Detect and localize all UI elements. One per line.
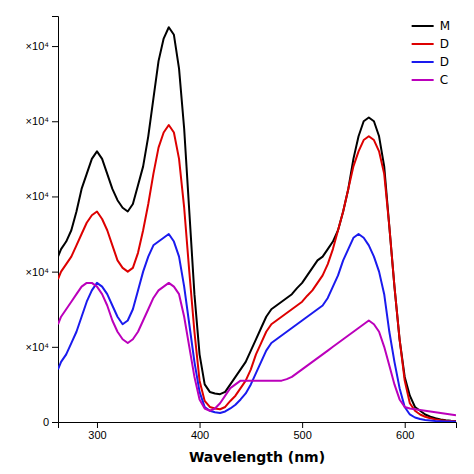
tick: ×10⁴ — [26, 115, 58, 127]
tick-mark — [52, 347, 58, 348]
legend-item: D — [412, 37, 449, 51]
series-line — [58, 27, 456, 421]
legend-label: D — [440, 55, 449, 69]
series-line — [58, 283, 456, 415]
lines — [58, 27, 456, 421]
y-axis: 0 ×10⁴ ×10⁴ ×10⁴ ×10⁴ ×10⁴ — [26, 17, 59, 429]
tick: ×10⁴ — [26, 190, 58, 202]
legend-label: D — [440, 37, 449, 51]
tick-label: ×10⁴ — [26, 341, 50, 353]
tick-label: 400 — [191, 429, 209, 441]
tick-label: 600 — [396, 429, 414, 441]
tick-label: ×10⁴ — [26, 190, 50, 202]
legend-item: D — [412, 55, 449, 69]
tick-mark — [52, 422, 58, 423]
series-line — [58, 125, 456, 421]
tick: 400 — [191, 422, 209, 441]
axis-line — [59, 423, 457, 429]
tick-label: 500 — [293, 429, 311, 441]
tick-mark — [52, 46, 58, 47]
legend-swatch — [412, 79, 434, 81]
tick-label: ×10⁴ — [26, 115, 50, 127]
tick: ×10⁴ — [26, 40, 58, 52]
axis-line — [52, 17, 59, 423]
tick-mark — [52, 121, 58, 122]
tick-mark — [52, 196, 58, 197]
tick: ×10⁴ — [26, 341, 58, 353]
legend-swatch — [412, 43, 434, 45]
legend-swatch — [412, 25, 434, 27]
legend-label: M — [440, 19, 450, 33]
legend: MDDC — [412, 19, 450, 87]
tick: 0 — [43, 416, 58, 428]
tick: 500 — [293, 422, 311, 441]
plot: 3004005006000×10⁴×10⁴×10⁴×10⁴×10⁴MDDC — [26, 17, 457, 441]
tick: 600 — [396, 422, 414, 441]
tick: 300 — [88, 422, 106, 441]
legend-swatch — [412, 61, 434, 63]
x-axis-label: Wavelength (nm) — [189, 449, 325, 465]
tick-mark — [97, 422, 98, 428]
legend-label: C — [440, 73, 448, 87]
tick-mark — [302, 422, 303, 428]
chart: 3004005006000×10⁴×10⁴×10⁴×10⁴×10⁴MDDCWav… — [0, 0, 474, 474]
tick-label: 300 — [88, 429, 106, 441]
tick-label: ×10⁴ — [26, 266, 50, 278]
tick-label: ×10⁴ — [26, 40, 50, 52]
tick-mark — [405, 422, 406, 428]
legend-item: C — [412, 73, 448, 87]
tick: ×10⁴ — [26, 266, 58, 278]
tick-mark — [52, 272, 58, 273]
x-axis: 300 400 500 600 — [59, 422, 457, 441]
legend-item: M — [412, 19, 450, 33]
tick-mark — [200, 422, 201, 428]
tick-label: 0 — [43, 416, 49, 428]
series-line — [58, 234, 456, 422]
